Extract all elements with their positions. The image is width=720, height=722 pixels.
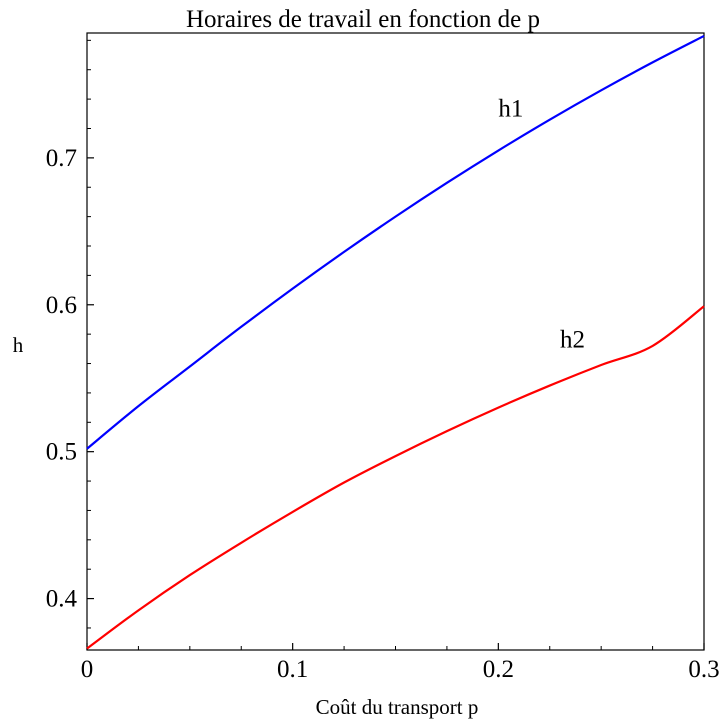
series-annotation-h1: h1 [498, 96, 523, 123]
x-tick-label: 0.2 [483, 656, 514, 683]
chart-title: Horaires de travail en fonction de p [186, 6, 540, 33]
annotation-group: h1 h2 [498, 96, 585, 354]
x-axis: 0 0.1 0.2 0.3 [81, 643, 720, 683]
x-tick-label: 0 [81, 656, 94, 683]
x-axis-label: Coût du transport p [316, 695, 479, 719]
x-tick-label: 0.3 [688, 656, 719, 683]
x-tick-label: 0.1 [277, 656, 308, 683]
series-line-h1 [86, 34, 705, 450]
y-tick-label: 0.5 [46, 439, 77, 466]
y-axis-label: h [13, 333, 24, 357]
series-annotation-h2: h2 [560, 326, 585, 353]
y-tick-label: 0.4 [46, 586, 78, 613]
plot-frame [86, 32, 705, 651]
y-tick-label: 0.7 [46, 145, 77, 172]
series-line-h2 [86, 305, 705, 650]
y-tick-label: 0.6 [46, 292, 77, 319]
series-group [86, 34, 705, 650]
y-axis: 0.4 0.5 0.6 0.7 [46, 39, 94, 629]
